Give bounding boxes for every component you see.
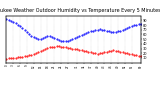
Text: Milwaukee Weather Outdoor Humidity vs Temperature Every 5 Minutes: Milwaukee Weather Outdoor Humidity vs Te… xyxy=(0,8,160,13)
